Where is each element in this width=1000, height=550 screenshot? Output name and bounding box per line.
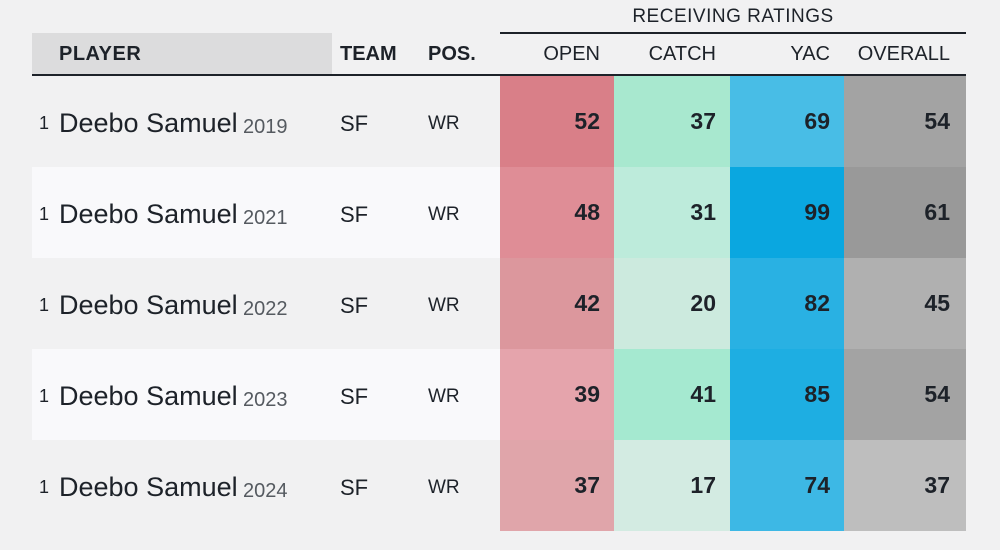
player-name[interactable]: Deebo Samuel xyxy=(59,108,238,138)
cell-overall: 45 xyxy=(844,258,966,349)
column-header-team[interactable]: TEAM xyxy=(340,43,397,65)
column-header-catch[interactable]: CATCH xyxy=(648,43,716,65)
position: WR xyxy=(428,295,460,316)
row-background xyxy=(32,258,500,349)
cell-open: 42 xyxy=(500,258,614,349)
rank: 1 xyxy=(39,477,50,497)
player-name[interactable]: Deebo Samuel xyxy=(59,199,238,229)
table-row[interactable]: 1 Deebo Samuel 2023 SF WR 39 41 85 54 xyxy=(32,349,966,440)
table-row[interactable]: 1 Deebo Samuel 2019 SF WR 52 37 69 54 xyxy=(32,76,966,167)
position: WR xyxy=(428,204,460,225)
cell-yac: 99 xyxy=(730,167,844,258)
team: SF xyxy=(340,111,369,136)
position: WR xyxy=(428,113,460,134)
position: WR xyxy=(428,386,460,407)
cell-open: 52 xyxy=(500,76,614,167)
position: WR xyxy=(428,477,460,498)
column-header-overall[interactable]: OVERALL xyxy=(857,43,950,65)
season-year: 2019 xyxy=(243,116,288,138)
row-background xyxy=(32,76,500,167)
cell-yac: 69 xyxy=(730,76,844,167)
season-year: 2021 xyxy=(243,207,288,229)
cell-overall: 54 xyxy=(844,349,966,440)
cell-catch: 17 xyxy=(614,440,730,531)
row-background xyxy=(32,349,500,440)
column-header-pos[interactable]: POS. xyxy=(428,43,476,65)
cell-open: 39 xyxy=(500,349,614,440)
table-body: 1 Deebo Samuel 2019 SF WR 52 37 69 54 1 … xyxy=(32,76,966,531)
table-row[interactable]: 1 Deebo Samuel 2024 SF WR 37 17 74 37 xyxy=(32,440,966,531)
cell-catch: 20 xyxy=(614,258,730,349)
rank: 1 xyxy=(39,204,50,224)
season-year: 2023 xyxy=(243,389,288,411)
team: SF xyxy=(340,475,369,500)
player-name[interactable]: Deebo Samuel xyxy=(59,381,238,411)
row-background xyxy=(32,440,500,531)
cell-open: 48 xyxy=(500,167,614,258)
cell-overall: 54 xyxy=(844,76,966,167)
row-background xyxy=(32,167,500,258)
column-header-player[interactable]: PLAYER xyxy=(32,33,332,75)
team: SF xyxy=(340,293,369,318)
team: SF xyxy=(340,202,369,227)
rank: 1 xyxy=(39,295,50,315)
cell-open: 37 xyxy=(500,440,614,531)
cell-overall: 37 xyxy=(844,440,966,531)
team: SF xyxy=(340,384,369,409)
group-header-receiving-ratings: RECEIVING RATINGS xyxy=(500,0,966,34)
season-year: 2024 xyxy=(243,480,288,502)
column-header-yac[interactable]: YAC xyxy=(790,43,830,65)
cell-overall: 61 xyxy=(844,167,966,258)
cell-catch: 37 xyxy=(614,76,730,167)
table-row[interactable]: 1 Deebo Samuel 2021 SF WR 48 31 99 61 xyxy=(32,167,966,258)
player-name[interactable]: Deebo Samuel xyxy=(59,290,238,320)
table-row[interactable]: 1 Deebo Samuel 2022 SF WR 42 20 82 45 xyxy=(32,258,966,349)
cell-catch: 41 xyxy=(614,349,730,440)
cell-catch: 31 xyxy=(614,167,730,258)
player-name[interactable]: Deebo Samuel xyxy=(59,472,238,502)
cell-yac: 82 xyxy=(730,258,844,349)
column-header-open[interactable]: OPEN xyxy=(543,43,600,65)
header-divider xyxy=(32,74,966,76)
season-year: 2022 xyxy=(243,298,288,320)
cell-yac: 85 xyxy=(730,349,844,440)
rank: 1 xyxy=(39,386,50,406)
rank: 1 xyxy=(39,113,50,133)
cell-yac: 74 xyxy=(730,440,844,531)
